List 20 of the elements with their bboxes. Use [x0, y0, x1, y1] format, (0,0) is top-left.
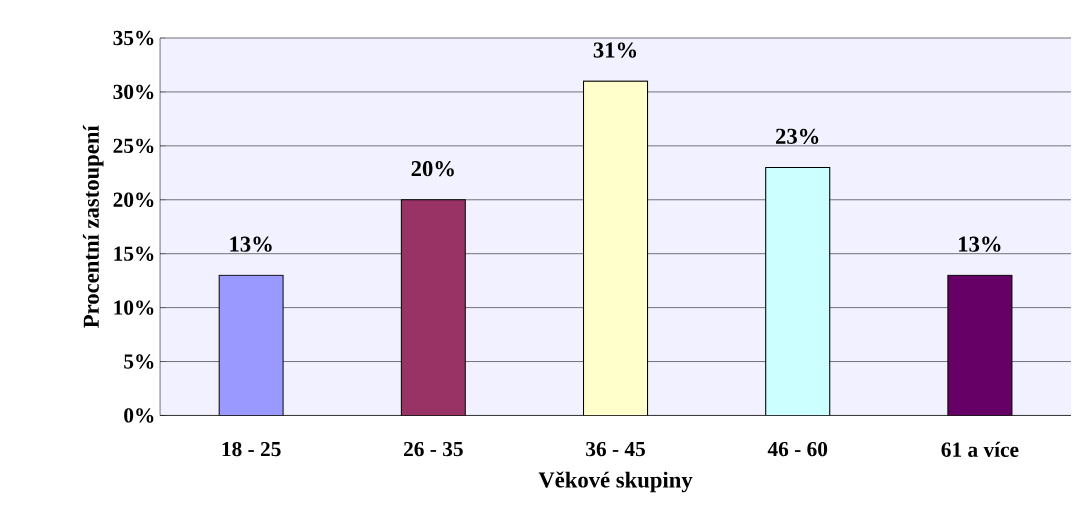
- data-label: 31%: [593, 42, 637, 58]
- data-label: 20%: [411, 160, 454, 177]
- x-tick-label: 18 - 25: [222, 441, 281, 457]
- y-tick-label: 30%: [113, 84, 154, 100]
- x-axis-title: Věkové skupiny: [538, 471, 693, 493]
- y-tick-label: 15%: [114, 246, 154, 261]
- x-tick-label: 36 - 45: [586, 441, 645, 457]
- data-label: 23%: [776, 128, 819, 144]
- y-tick-label: 25%: [113, 138, 154, 153]
- x-tick-label: 46 - 60: [767, 441, 828, 457]
- y-tick-label: 20%: [113, 192, 154, 207]
- y-tick-label: 5%: [124, 354, 154, 369]
- y-axis-title: Procentní zastoupení: [82, 124, 104, 328]
- x-tick-label: 61 a více: [941, 441, 1019, 457]
- x-tick-label: 26 - 35: [404, 441, 463, 457]
- data-label: 13%: [959, 236, 1001, 252]
- y-tick-label: 35%: [113, 30, 154, 46]
- y-tick-label: 10%: [114, 300, 154, 315]
- data-label: 13%: [230, 236, 272, 252]
- y-tick-label: 0%: [124, 408, 154, 423]
